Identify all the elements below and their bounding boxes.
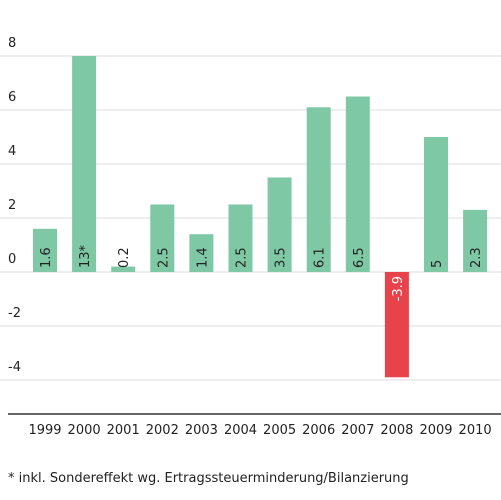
bar [267, 177, 292, 272]
value-label: 6.5 [352, 247, 367, 268]
bar [306, 107, 331, 272]
x-tick-label: 2005 [263, 423, 296, 438]
value-label: 5 [430, 260, 445, 268]
value-label: 0.2 [117, 247, 132, 268]
bar [33, 228, 57, 272]
value-label: 2.5 [235, 247, 250, 268]
x-tick-label: 2006 [302, 423, 335, 438]
x-tick-label: 2002 [146, 423, 179, 438]
y-tick-label: 0 [8, 252, 16, 267]
y-tick-label: 6 [8, 90, 16, 105]
bar [228, 204, 253, 272]
bar [189, 234, 214, 272]
value-label: 3.5 [274, 247, 289, 268]
y-tick-label: -4 [8, 360, 21, 375]
x-tick-label: 1999 [28, 423, 61, 438]
y-tick-label: 8 [8, 36, 16, 51]
bar [384, 271, 409, 378]
x-tick-label: 2003 [185, 423, 218, 438]
x-tick-label: 2008 [380, 423, 413, 438]
value-label: 1.4 [195, 247, 210, 268]
x-tick-label: 2010 [459, 423, 492, 438]
value-label: 2.5 [156, 247, 171, 268]
y-tick-label: -2 [8, 306, 21, 321]
bar [111, 266, 136, 272]
bar [345, 96, 370, 272]
value-label: 6.1 [313, 247, 328, 268]
x-tick-label: 2009 [419, 423, 452, 438]
bar [150, 204, 175, 272]
x-tick-label: 2000 [68, 423, 101, 438]
footnote: * inkl. Sondereffekt wg. Ertragssteuermi… [8, 471, 409, 486]
bar [463, 209, 488, 272]
y-tick-label: 2 [8, 198, 16, 213]
x-tick-label: 2001 [107, 423, 140, 438]
value-label: 2.3 [469, 247, 484, 268]
value-label: 1.6 [39, 247, 54, 268]
x-tick-label: 2007 [341, 423, 374, 438]
bar [424, 136, 448, 272]
x-tick-label: 2004 [224, 423, 257, 438]
y-tick-label: 4 [8, 144, 16, 159]
value-label: -3.9 [391, 276, 406, 301]
bar [72, 56, 97, 272]
value-label: 13* [78, 244, 93, 268]
